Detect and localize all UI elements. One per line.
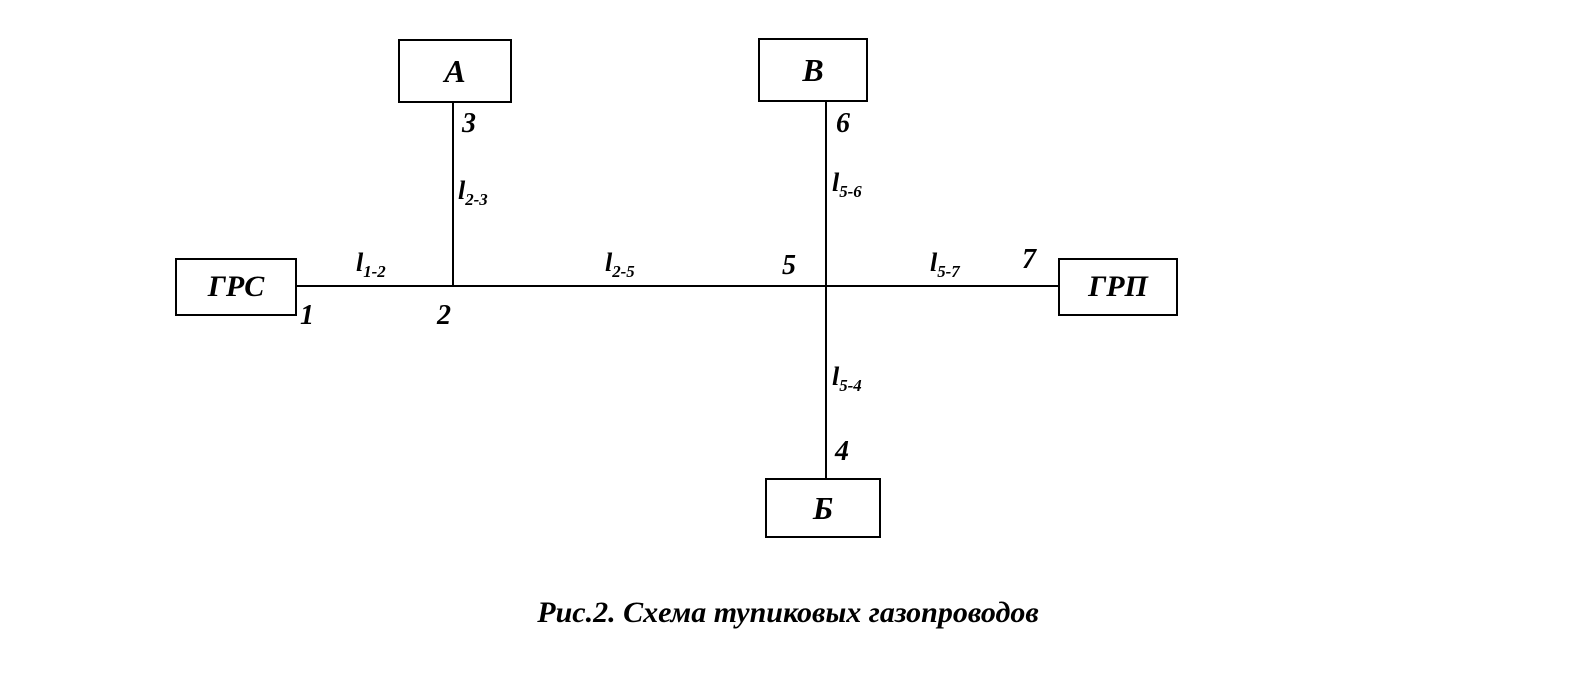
point-label-6: 6: [836, 108, 850, 140]
node-grp-label: ГРП: [1088, 270, 1148, 304]
edge-2-3: [452, 99, 454, 286]
node-a-label: А: [444, 53, 465, 90]
node-b: В: [758, 38, 868, 102]
edge-label-l54: l5-4: [832, 362, 862, 396]
point-label-4: 4: [835, 436, 849, 468]
edge-label-l56: l5-6: [832, 168, 862, 202]
edge-label-l23: l2-3: [458, 176, 488, 210]
node-bu-label: Б: [813, 490, 833, 527]
point-label-5: 5: [782, 250, 796, 282]
point-label-7: 7: [1022, 244, 1036, 276]
edge-5-6: [825, 98, 827, 286]
edge-label-l57: l5-7: [930, 248, 960, 282]
point-label-2: 2: [437, 300, 451, 332]
node-grp: ГРП: [1058, 258, 1178, 316]
node-grs-label: ГРС: [208, 270, 264, 304]
edge-label-l12: l1-2: [356, 248, 386, 282]
node-b-label: В: [802, 52, 823, 89]
node-bu: Б: [765, 478, 881, 538]
figure-caption-text: Рис.2. Схема тупиковых газопроводов: [537, 596, 1038, 629]
edge-1-7: [293, 285, 1058, 287]
node-grs: ГРС: [175, 258, 297, 316]
point-label-1: 1: [300, 300, 314, 332]
figure-caption: Рис.2. Схема тупиковых газопроводов: [0, 596, 1576, 630]
diagram-canvas: ГРС А В Б ГРП 1 2 3 4 5 6 7 l1-2 l2-3 l2…: [0, 0, 1576, 688]
edge-label-l25: l2-5: [605, 248, 635, 282]
node-a: А: [398, 39, 512, 103]
point-label-3: 3: [462, 108, 476, 140]
edge-5-4: [825, 286, 827, 478]
